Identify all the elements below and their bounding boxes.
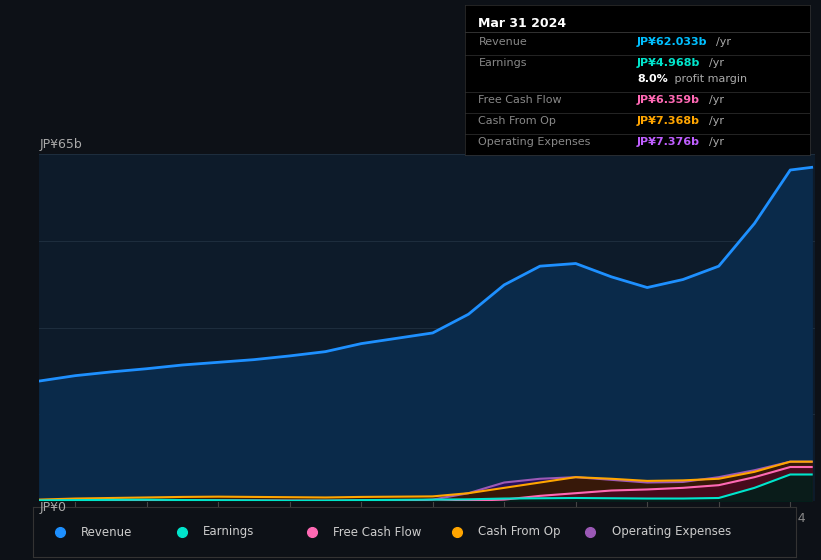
Text: /yr: /yr [709,137,724,147]
Text: Earnings: Earnings [479,58,527,68]
Text: Cash From Op: Cash From Op [479,116,557,126]
Text: /yr: /yr [709,95,724,105]
Text: Free Cash Flow: Free Cash Flow [333,525,421,539]
Text: JP¥0: JP¥0 [39,501,67,514]
Text: JP¥62.033b: JP¥62.033b [637,36,708,46]
Text: JP¥65b: JP¥65b [39,138,82,151]
Text: Operating Expenses: Operating Expenses [479,137,591,147]
Text: /yr: /yr [717,36,732,46]
Text: /yr: /yr [709,116,724,126]
Text: /yr: /yr [709,58,724,68]
Text: Revenue: Revenue [81,525,132,539]
Text: profit margin: profit margin [671,74,747,84]
Text: JP¥6.359b: JP¥6.359b [637,95,700,105]
Text: Revenue: Revenue [479,36,527,46]
Text: JP¥7.368b: JP¥7.368b [637,116,700,126]
Text: Operating Expenses: Operating Expenses [612,525,731,539]
Text: Free Cash Flow: Free Cash Flow [479,95,562,105]
Text: JP¥7.376b: JP¥7.376b [637,137,700,147]
Text: 8.0%: 8.0% [637,74,667,84]
Text: JP¥4.968b: JP¥4.968b [637,58,700,68]
Text: Earnings: Earnings [203,525,255,539]
Text: Cash From Op: Cash From Op [478,525,561,539]
Text: Mar 31 2024: Mar 31 2024 [479,17,566,30]
